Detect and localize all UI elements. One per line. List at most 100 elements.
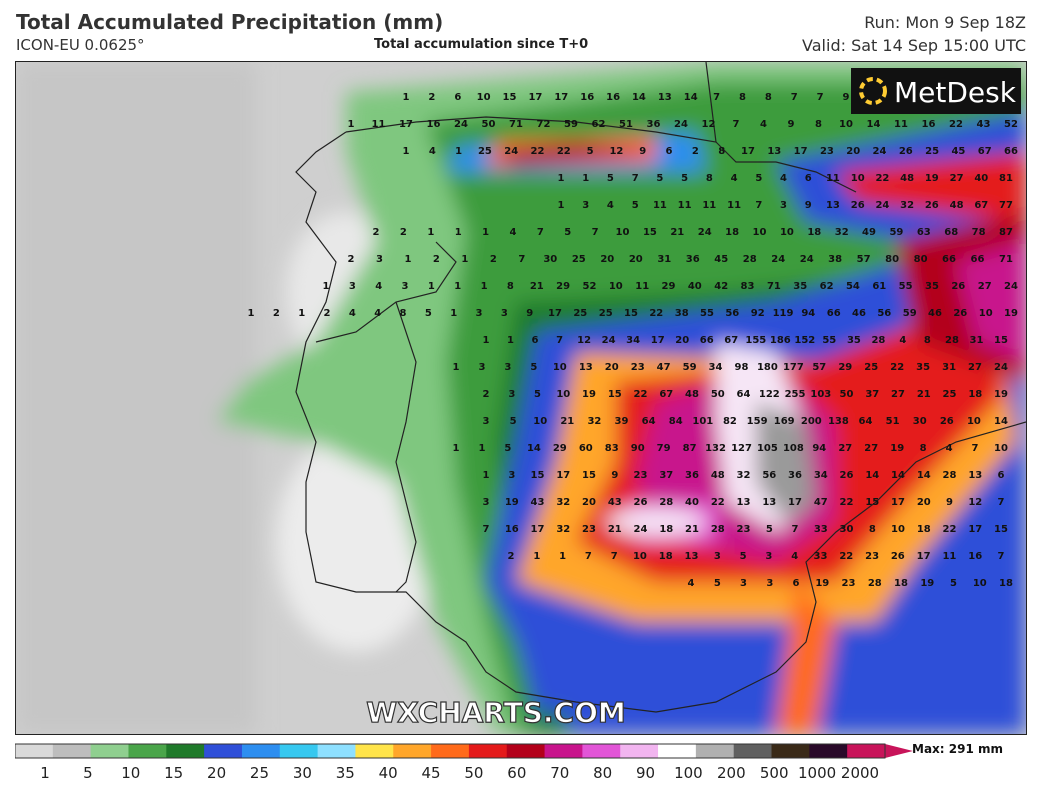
precip-value: 50 <box>482 119 496 130</box>
precip-value: 11 <box>942 551 956 562</box>
precip-value: 79 <box>657 443 671 454</box>
precip-value: 2 <box>490 254 497 265</box>
precip-value: 16 <box>505 524 519 535</box>
precip-value: 26 <box>851 200 865 211</box>
precip-value: 50 <box>711 389 725 400</box>
colorbar-segment <box>809 744 848 758</box>
precip-value: 55 <box>822 335 836 346</box>
precip-value: 66 <box>700 335 714 346</box>
precip-value: 13 <box>658 92 672 103</box>
precip-value: 26 <box>634 497 648 508</box>
precip-value: 12 <box>577 335 591 346</box>
precip-value: 7 <box>518 254 525 265</box>
precip-value: 13 <box>826 200 840 211</box>
precip-value: 19 <box>890 443 904 454</box>
precip-value: 57 <box>857 254 871 265</box>
precip-value: 20 <box>917 497 931 508</box>
precip-value: 3 <box>483 416 490 427</box>
precip-value: 2 <box>483 389 490 400</box>
precip-value: 34 <box>626 335 640 346</box>
precip-value: 18 <box>894 578 908 589</box>
precip-value: 51 <box>886 416 900 427</box>
precip-value: 1 <box>403 92 410 103</box>
map-canvas: MetDesk WXCHARTS.COM 1 2 6 10 15 17 17 16 16 14 13… <box>16 62 1026 734</box>
precip-value: 10 <box>477 92 491 103</box>
precip-value: 6 <box>454 92 461 103</box>
precip-value: 20 <box>629 254 643 265</box>
precip-value: 43 <box>608 497 622 508</box>
precip-value: 22 <box>557 146 571 157</box>
precip-value: 5 <box>534 389 541 400</box>
precip-value: 67 <box>978 146 992 157</box>
precip-value: 43 <box>531 497 545 508</box>
precip-value: 40 <box>974 173 988 184</box>
precip-value: 28 <box>659 497 673 508</box>
precip-value: 23 <box>842 578 856 589</box>
precip-value: 9 <box>946 497 953 508</box>
precip-value: 67 <box>659 389 673 400</box>
precip-value: 159 <box>747 416 768 427</box>
precip-value: 1 <box>428 281 435 292</box>
precip-value: 20 <box>846 146 860 157</box>
precip-value: 7 <box>483 524 490 535</box>
precip-value: 55 <box>700 308 714 319</box>
precip-value: 1 <box>298 308 305 319</box>
precip-value: 36 <box>788 470 802 481</box>
precip-value: 36 <box>686 254 700 265</box>
precip-value: 13 <box>968 470 982 481</box>
precip-value: 20 <box>600 254 614 265</box>
precip-value: 5 <box>564 227 571 238</box>
precip-value: 21 <box>685 524 699 535</box>
precip-value: 35 <box>847 335 861 346</box>
precip-value: 17 <box>554 92 568 103</box>
precip-value: 19 <box>582 389 596 400</box>
precip-value: 1 <box>559 551 566 562</box>
precip-value: 14 <box>867 119 881 130</box>
precip-value: 10 <box>633 551 647 562</box>
precip-value: 48 <box>950 200 964 211</box>
precip-value: 22 <box>875 173 889 184</box>
precip-value: 132 <box>705 443 726 454</box>
precip-value: 8 <box>815 119 822 130</box>
precip-value: 3 <box>765 551 772 562</box>
precip-value: 1 <box>323 281 330 292</box>
precip-value: 71 <box>999 254 1013 265</box>
precip-value: 10 <box>616 227 630 238</box>
precip-value: 17 <box>528 92 542 103</box>
precip-value: 26 <box>899 146 913 157</box>
precip-value: 28 <box>945 335 959 346</box>
precip-value: 46 <box>928 308 942 319</box>
precip-value: 10 <box>533 416 547 427</box>
precip-value: 12 <box>702 119 716 130</box>
precip-value: 180 <box>757 362 778 373</box>
precip-value: 7 <box>755 200 762 211</box>
precip-value: 13 <box>685 551 699 562</box>
precip-value: 15 <box>994 335 1008 346</box>
precip-value: 17 <box>399 119 413 130</box>
precip-value: 90 <box>631 443 645 454</box>
precip-value: 11 <box>653 200 667 211</box>
precip-value: 1 <box>453 362 460 373</box>
valid-time: Valid: Sat 14 Sep 15:00 UTC <box>802 36 1026 55</box>
precip-value: 2 <box>400 227 407 238</box>
precip-value: 1 <box>482 227 489 238</box>
colorbar-tick-label: 70 <box>550 764 570 782</box>
colorbar-ticks: 1 5 10 15 20 25 30 35 40 45 50 60 70 80 90 100 200 500 100… <box>15 764 895 784</box>
precip-value: 30 <box>543 254 557 265</box>
precip-value: 11 <box>727 200 741 211</box>
precip-value: 22 <box>840 497 854 508</box>
precip-value: 64 <box>859 416 873 427</box>
precip-value: 32 <box>835 227 849 238</box>
svg-text:MetDesk: MetDesk <box>894 76 1017 109</box>
precip-value: 17 <box>788 497 802 508</box>
precip-value: 4 <box>374 308 381 319</box>
precip-value: 5 <box>530 362 537 373</box>
precip-value: 64 <box>737 389 751 400</box>
precip-value: 3 <box>714 551 721 562</box>
precip-value: 1 <box>507 335 514 346</box>
precip-value: 24 <box>875 200 889 211</box>
precip-value: 9 <box>805 200 812 211</box>
precip-value: 27 <box>891 389 905 400</box>
colorbar-arrow <box>885 744 913 758</box>
precip-value: 23 <box>631 362 645 373</box>
